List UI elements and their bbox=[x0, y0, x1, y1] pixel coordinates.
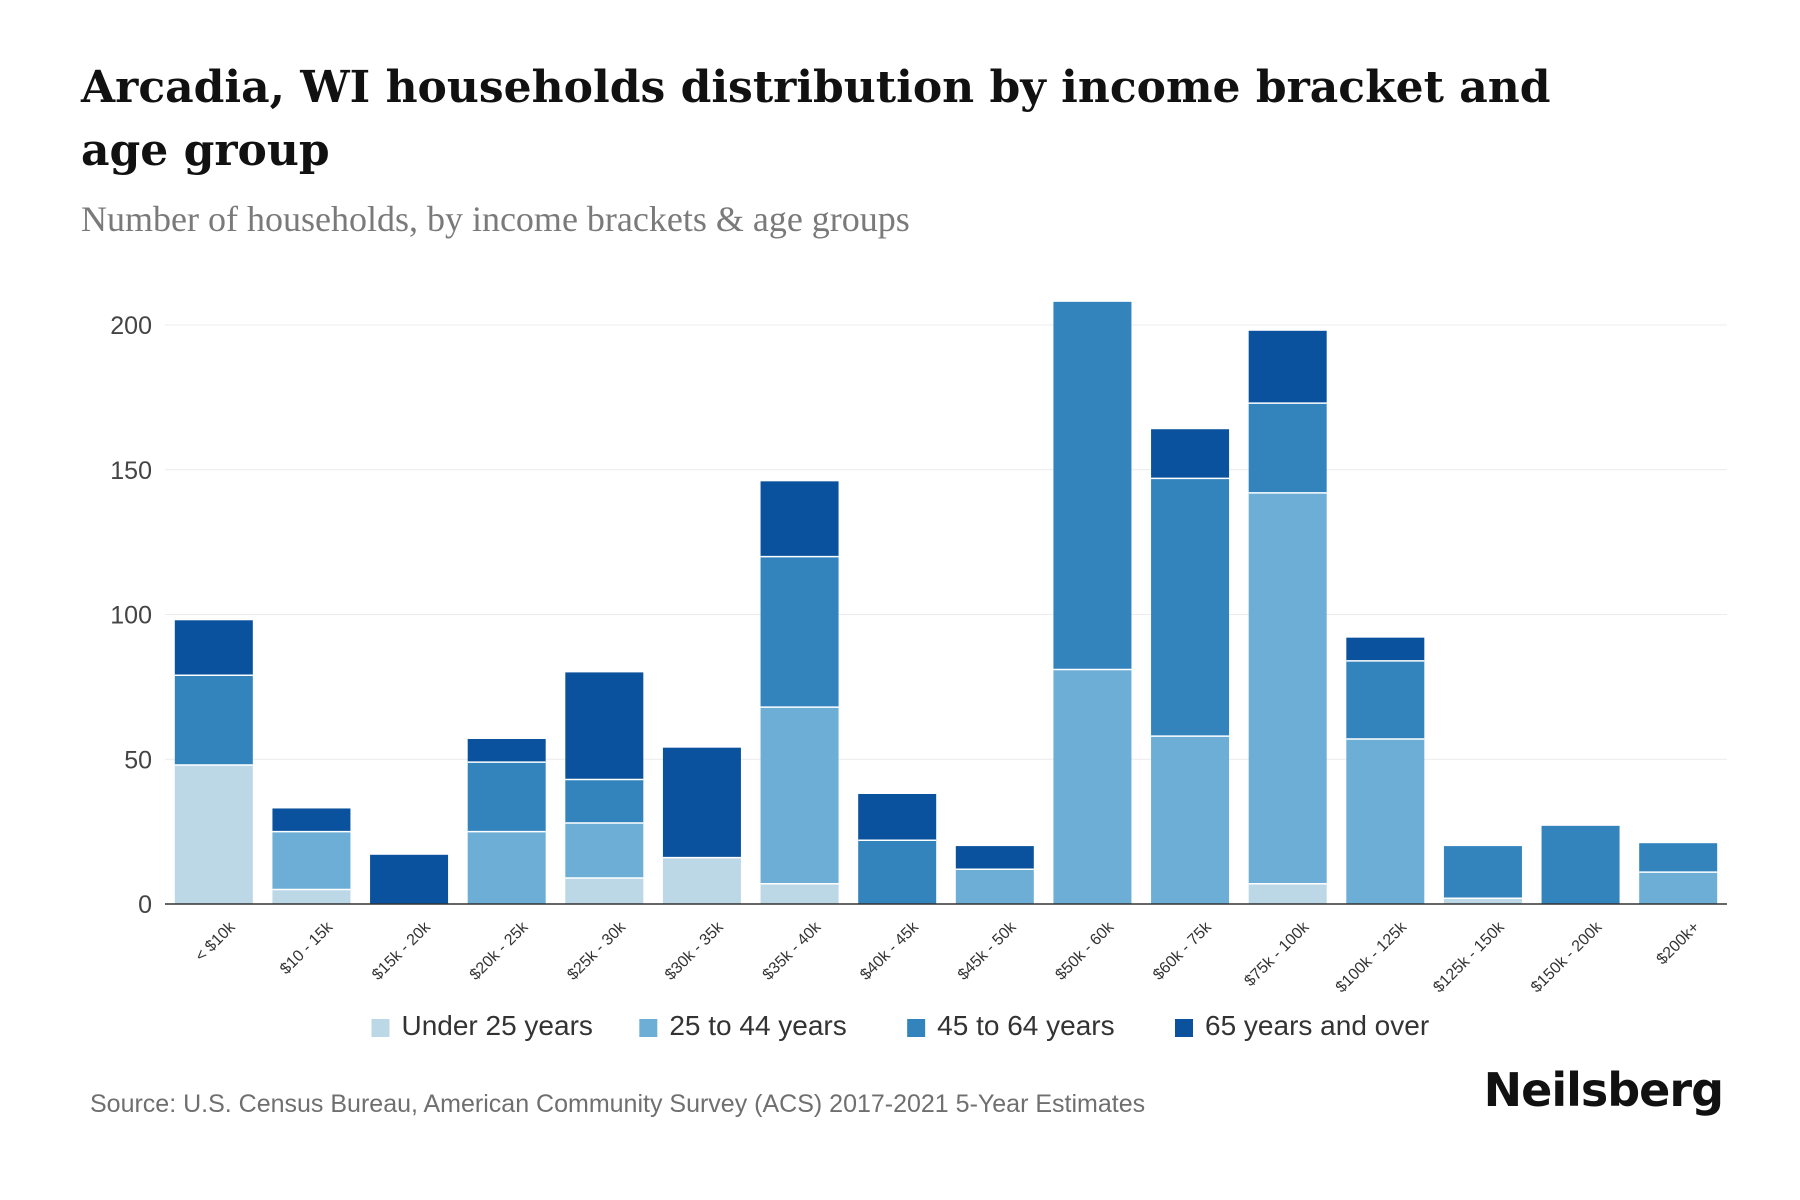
x-tick-label: $15k - 20k bbox=[369, 918, 435, 984]
bar-segment bbox=[1151, 429, 1230, 479]
bar-segment bbox=[272, 808, 351, 832]
bar-segment bbox=[1346, 660, 1425, 739]
bar-segment bbox=[858, 793, 937, 841]
y-tick-label: 0 bbox=[138, 891, 152, 919]
x-tick-label: $50k - 60k bbox=[1052, 918, 1118, 984]
bar-segment bbox=[1248, 883, 1327, 904]
bar-segment bbox=[858, 840, 937, 904]
bar-segment bbox=[1443, 846, 1522, 899]
bar-segment bbox=[760, 556, 839, 708]
x-tick-label: $10 - 15k bbox=[277, 918, 337, 978]
x-tick-label: $100k - 125k bbox=[1333, 918, 1411, 996]
legend-swatch bbox=[907, 1019, 926, 1037]
brand-logo: Neilsberg bbox=[1483, 1063, 1724, 1117]
bar-segment bbox=[1443, 898, 1522, 904]
bar-segment bbox=[760, 481, 839, 557]
bar-segment bbox=[1639, 872, 1718, 904]
bar-segment bbox=[370, 854, 449, 904]
x-tick-label: $35k - 40k bbox=[760, 918, 826, 984]
bar-segment bbox=[1541, 825, 1620, 904]
bar-segment bbox=[1248, 403, 1327, 493]
bar-segment bbox=[174, 765, 253, 904]
y-tick-label: 50 bbox=[124, 746, 152, 774]
x-tick-label: $150k - 200k bbox=[1528, 918, 1606, 996]
y-tick-label: 200 bbox=[110, 312, 152, 340]
x-tick-label: < $10k bbox=[192, 918, 239, 965]
bar-segment bbox=[467, 831, 546, 904]
bars bbox=[174, 301, 1718, 904]
x-tick-label: $125k - 150k bbox=[1430, 918, 1508, 996]
bar-segment bbox=[467, 762, 546, 832]
bar-segment bbox=[1248, 492, 1327, 884]
bar-segment bbox=[272, 889, 351, 904]
legend-label: Under 25 years bbox=[401, 1010, 592, 1041]
x-tick-label: $200k+ bbox=[1654, 919, 1703, 968]
gridlines bbox=[165, 324, 1727, 760]
legend-label: 65 years and over bbox=[1205, 1010, 1429, 1041]
bar-segment bbox=[760, 883, 839, 904]
bar-segment bbox=[955, 846, 1034, 870]
bar-segment bbox=[1053, 669, 1132, 904]
y-tick-label: 150 bbox=[110, 457, 152, 485]
bar-segment bbox=[565, 779, 644, 823]
bar-segment bbox=[1053, 301, 1132, 670]
bar-segment bbox=[955, 869, 1034, 904]
bar-segment bbox=[1346, 637, 1425, 661]
legend: Under 25 years 25 to 44 years 45 to 64 yea… bbox=[371, 1010, 1429, 1041]
bar-segment bbox=[174, 675, 253, 766]
bar-segment bbox=[174, 620, 253, 676]
x-axis: < $10k $10 - 15k $15k - 20k $20k - 25k $25k … bbox=[192, 918, 1703, 996]
bar-segment bbox=[760, 707, 839, 884]
legend-swatch bbox=[1175, 1019, 1193, 1037]
x-tick-label: $20k - 25k bbox=[467, 918, 533, 984]
bar-segment bbox=[1151, 478, 1230, 737]
y-axis: 0 50 100 150 200 bbox=[110, 312, 152, 919]
x-tick-label: $45k - 50k bbox=[955, 918, 1021, 984]
bar-segment bbox=[1151, 736, 1230, 904]
bar-segment bbox=[1248, 330, 1327, 404]
legend-swatch bbox=[371, 1019, 390, 1037]
chart-title: Arcadia, WI households distribution by i… bbox=[81, 62, 1551, 176]
legend-label: 45 to 64 years bbox=[937, 1010, 1114, 1041]
bar-segment bbox=[662, 747, 741, 858]
x-tick-label: $30k - 35k bbox=[662, 918, 728, 984]
source-note: Source: U.S. Census Bureau, American Com… bbox=[90, 1090, 1146, 1118]
legend-label: 25 to 44 years bbox=[669, 1010, 846, 1041]
bar-segment bbox=[565, 672, 644, 780]
x-tick-label: $75k - 100k bbox=[1241, 918, 1313, 990]
x-tick-label: $60k - 75k bbox=[1150, 918, 1216, 984]
bar-segment bbox=[272, 831, 351, 890]
y-tick-label: 100 bbox=[110, 602, 152, 630]
bar-segment bbox=[467, 738, 546, 763]
chart-subtitle: Number of households, by income brackets… bbox=[81, 199, 910, 239]
bar-segment bbox=[1346, 738, 1425, 904]
x-tick-label: $25k - 30k bbox=[564, 918, 630, 984]
bar-segment bbox=[565, 822, 644, 878]
x-tick-label: $40k - 45k bbox=[857, 918, 923, 984]
bar-segment bbox=[565, 877, 644, 904]
bar-segment bbox=[1639, 843, 1718, 873]
legend-swatch bbox=[639, 1019, 658, 1037]
bar-segment bbox=[662, 857, 741, 904]
